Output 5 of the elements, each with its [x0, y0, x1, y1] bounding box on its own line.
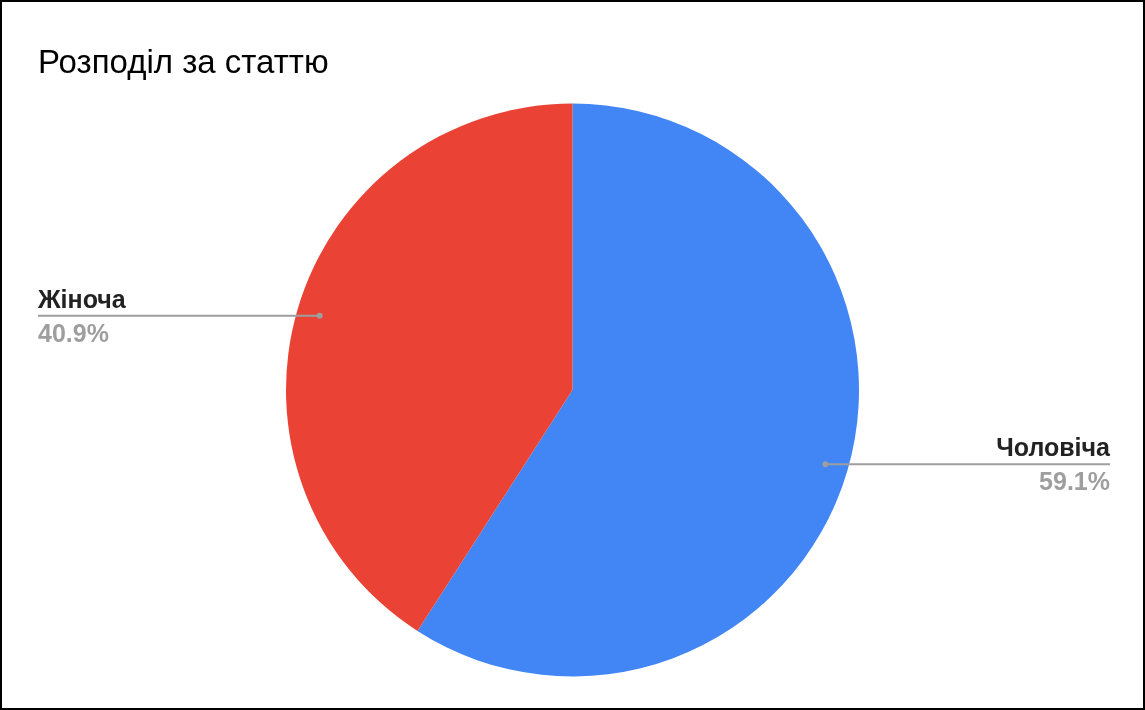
slice-label: Чоловіча: [996, 433, 1112, 462]
data-label: 59.1%: [1039, 467, 1110, 496]
data-label: 40.9%: [38, 318, 109, 347]
chart-title: Розподіл за статтю: [38, 43, 329, 80]
slice-label: Жіноча: [37, 284, 127, 313]
